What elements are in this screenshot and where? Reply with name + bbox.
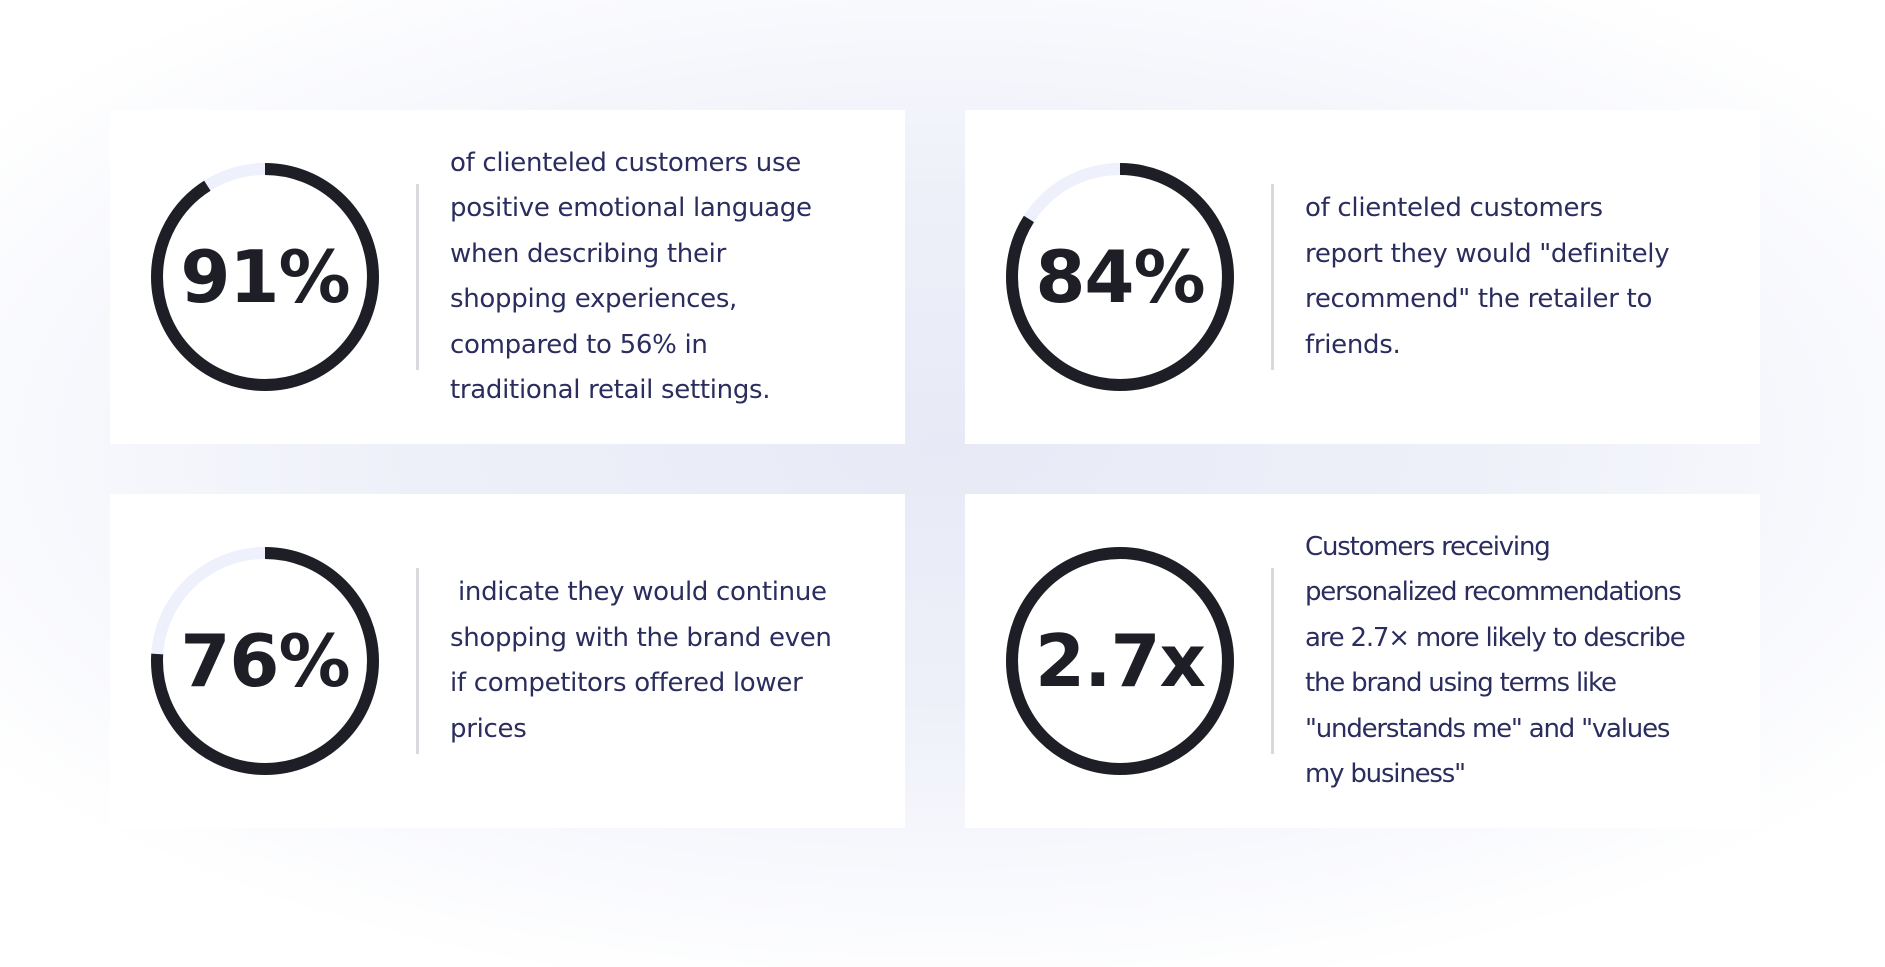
progress-ring: 76% [148, 544, 382, 778]
stat-description: of clienteled customers use positive emo… [450, 147, 812, 406]
stat-description: of clienteled customers report they woul… [1305, 193, 1670, 360]
progress-ring: 91% [148, 160, 382, 394]
ring-fill [1006, 163, 1234, 391]
ring-fill [151, 163, 379, 391]
progress-ring: 2.7x [1003, 544, 1237, 778]
stat-card-3: 76% indicate they would continue shoppin… [110, 494, 905, 828]
divider [1271, 184, 1274, 370]
stat-value: 76% [180, 619, 350, 703]
stat-value: 91% [180, 235, 350, 319]
progress-ring: 84% [1003, 160, 1237, 394]
stat-value: 84% [1035, 235, 1205, 319]
divider [416, 184, 419, 370]
stat-description: Customers receiving personalized recomme… [1305, 531, 1686, 790]
divider [416, 568, 419, 754]
stat-card-2: 84% of clienteled customers report they … [965, 110, 1760, 444]
ring-fill [151, 547, 379, 775]
stat-description: indicate they would continue shopping wi… [450, 577, 832, 744]
divider [1271, 568, 1274, 754]
stat-card-1: 91% of clienteled customers use positive… [110, 110, 905, 444]
stat-value: 2.7x [1035, 619, 1206, 703]
stat-card-4: 2.7x Customers receiving personalized re… [965, 494, 1760, 828]
ring-fill [1006, 547, 1234, 775]
